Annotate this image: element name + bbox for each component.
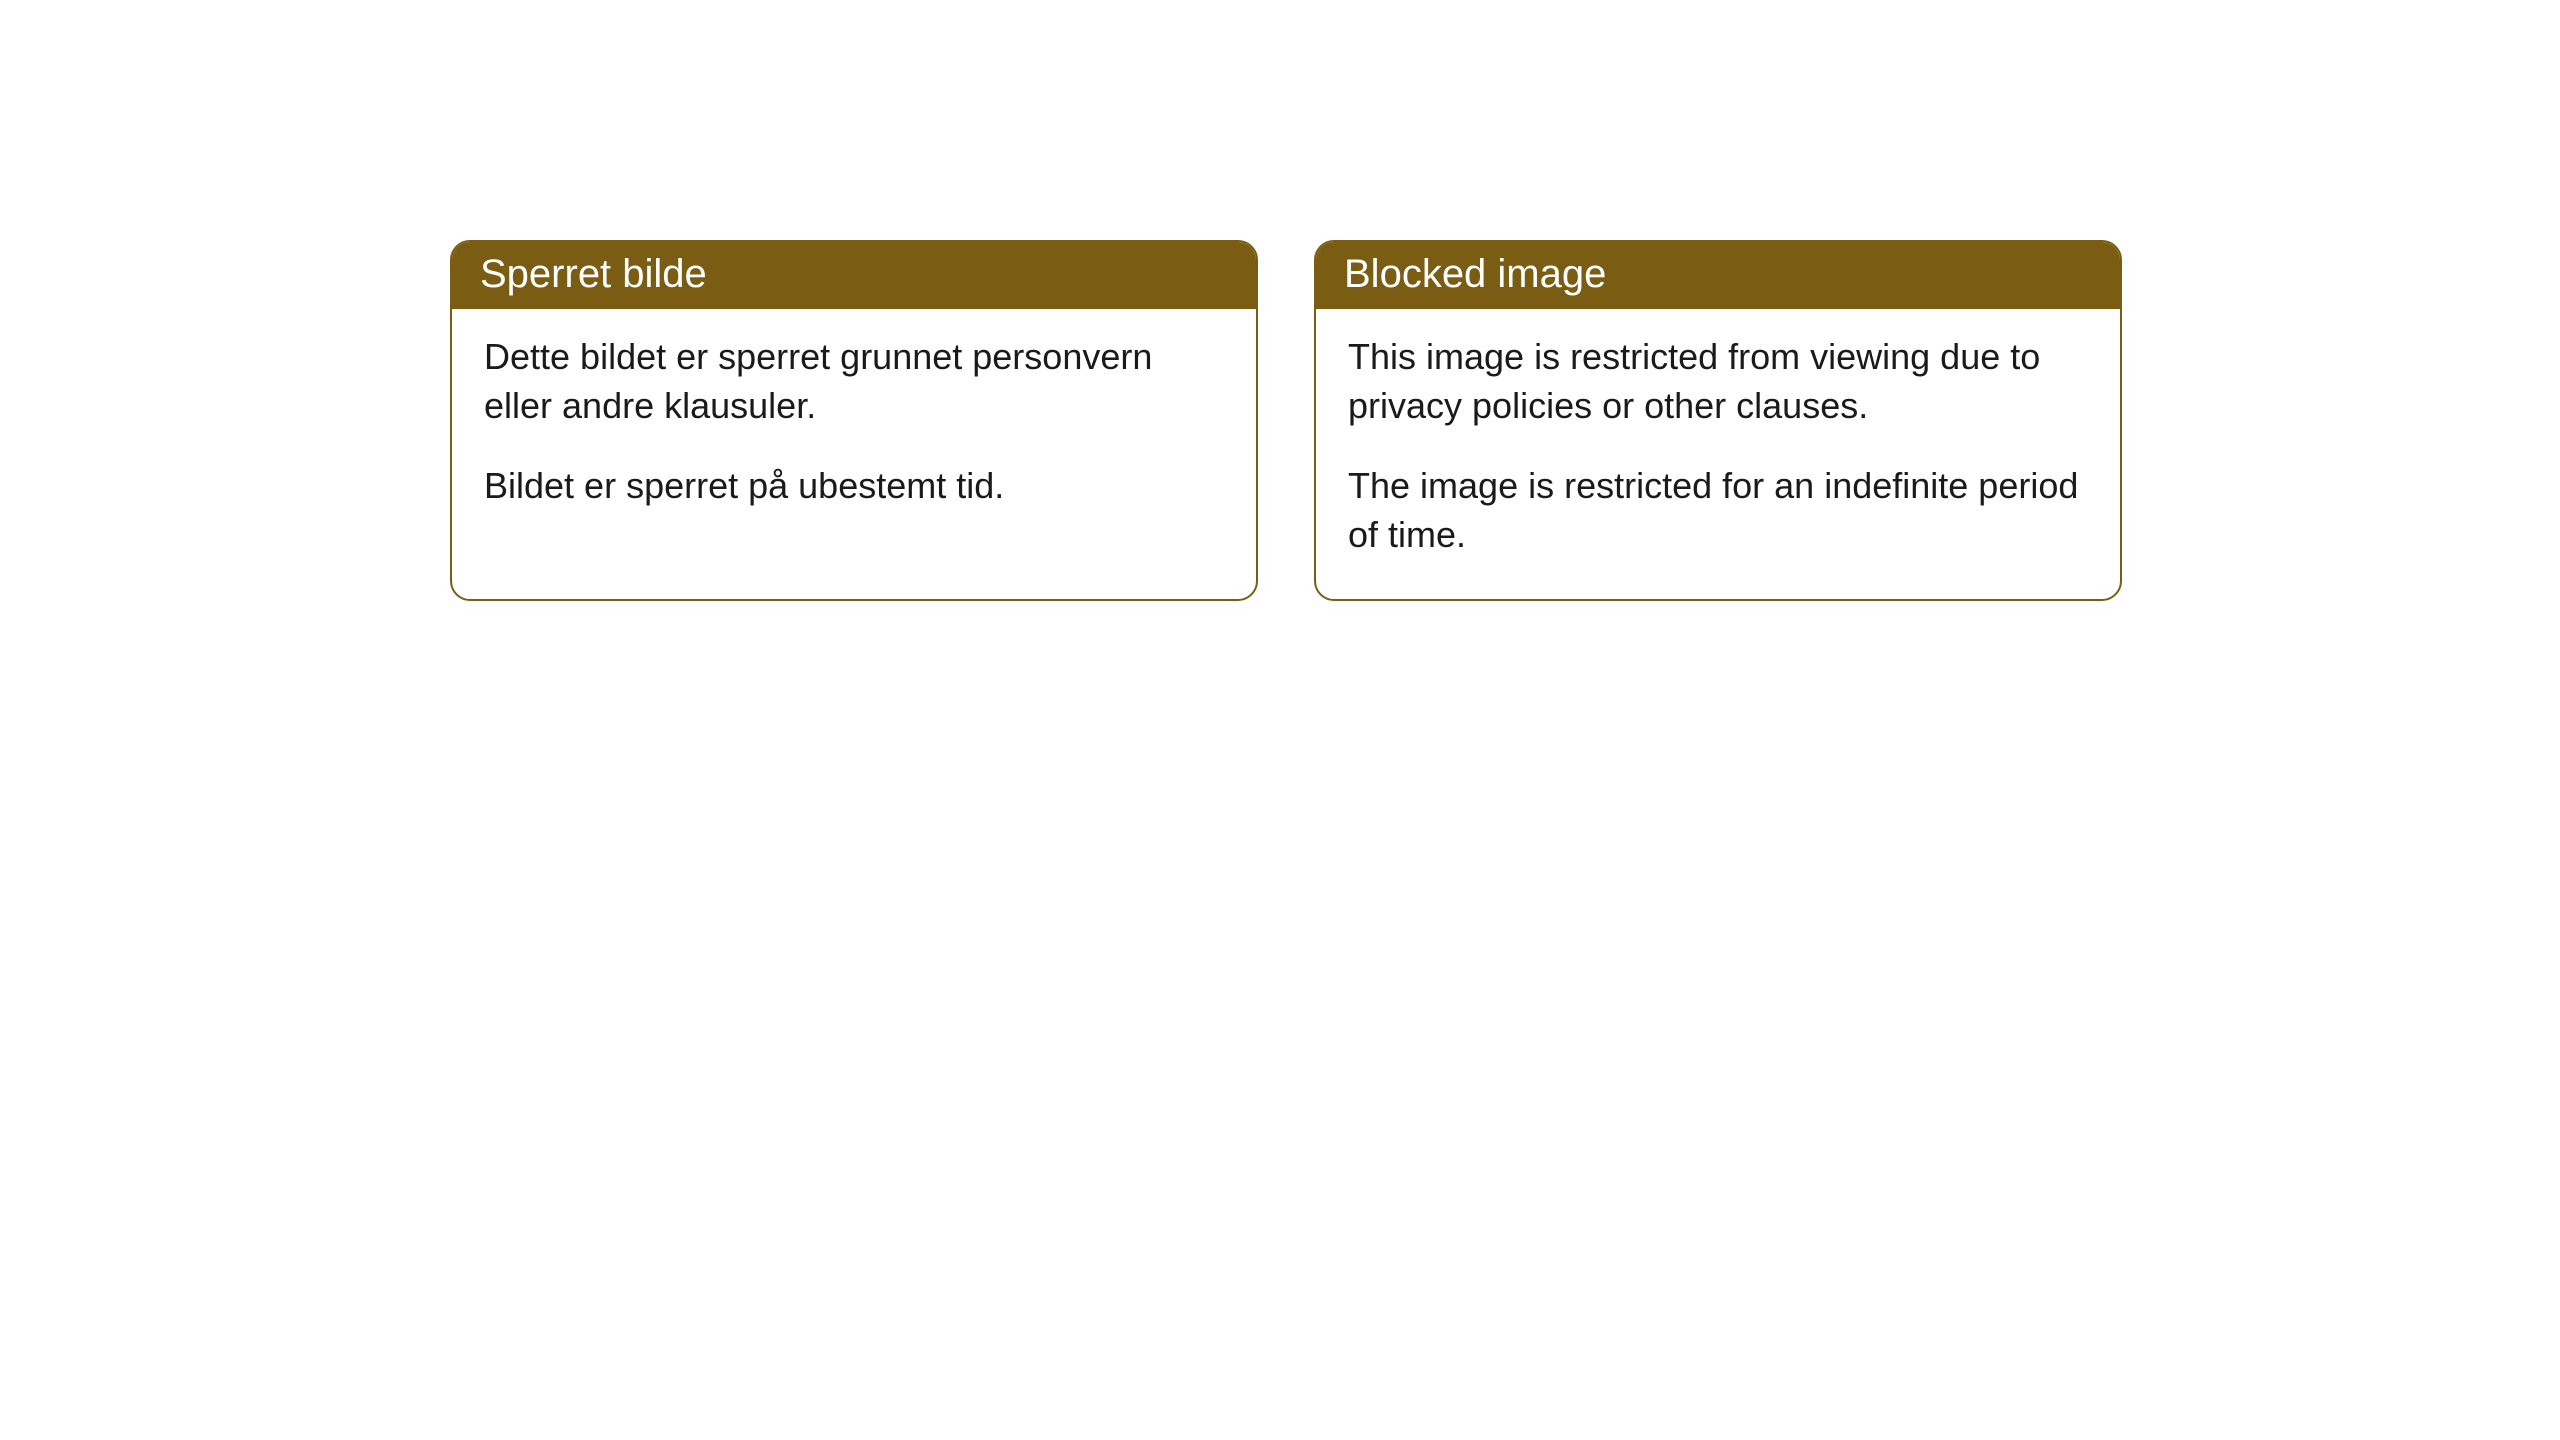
card-paragraph: This image is restricted from viewing du… (1348, 333, 2088, 430)
card-title: Sperret bilde (452, 242, 1256, 309)
card-body: Dette bildet er sperret grunnet personve… (452, 309, 1256, 551)
card-title: Blocked image (1316, 242, 2120, 309)
card-paragraph: Dette bildet er sperret grunnet personve… (484, 333, 1224, 430)
card-body: This image is restricted from viewing du… (1316, 309, 2120, 599)
card-paragraph: The image is restricted for an indefinit… (1348, 462, 2088, 559)
notice-container: Sperret bilde Dette bildet er sperret gr… (450, 240, 2122, 601)
notice-card-english: Blocked image This image is restricted f… (1314, 240, 2122, 601)
card-paragraph: Bildet er sperret på ubestemt tid. (484, 462, 1224, 511)
notice-card-norwegian: Sperret bilde Dette bildet er sperret gr… (450, 240, 1258, 601)
